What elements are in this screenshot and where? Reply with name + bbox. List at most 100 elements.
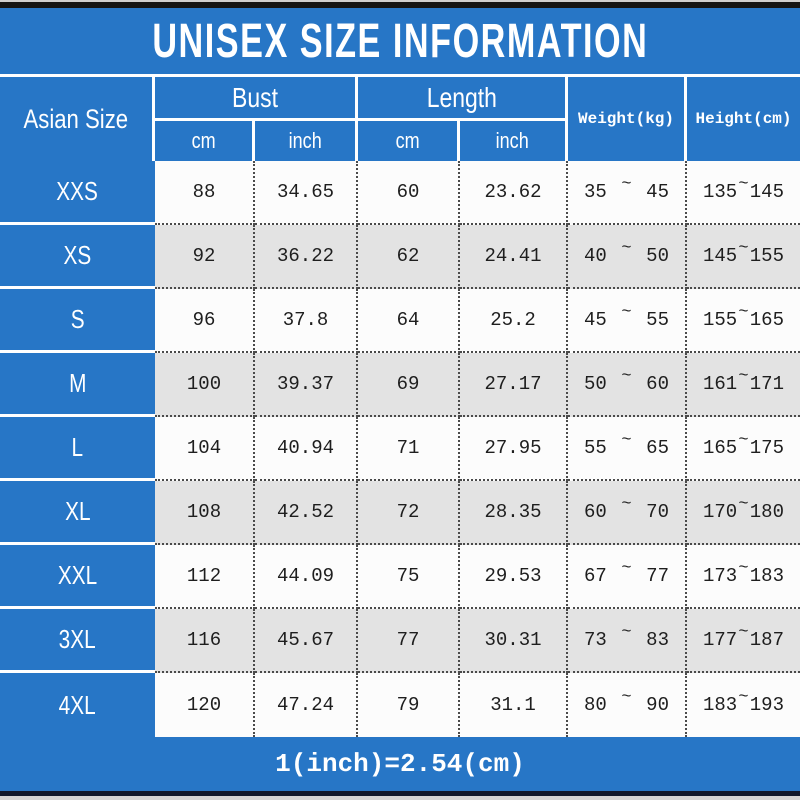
length-inch-cell: 23.62	[460, 161, 568, 225]
bust-inch-cell: 42.52	[255, 481, 358, 545]
bottom-black-bar	[0, 791, 800, 796]
size-label: M	[68, 368, 87, 398]
bust-inch-cell: 45.67	[255, 609, 358, 673]
header-height-label: Height(cm)	[695, 110, 792, 128]
weight-max: 60	[646, 373, 669, 395]
bust-inch-cell: 39.37	[255, 353, 358, 417]
size-label-cell: 4XL	[0, 673, 155, 737]
size-label: L	[71, 432, 84, 462]
weight-range-cell: 55 ~ 65	[568, 417, 687, 481]
tilde-symbol: ~	[621, 687, 632, 707]
size-table: Asian Size Bust Length Weight(kg) Height…	[0, 77, 800, 737]
weight-min: 55	[584, 437, 607, 459]
header-length-label: Length	[426, 81, 497, 113]
weight-max: 90	[646, 694, 669, 716]
size-label-cell: 3XL	[0, 609, 155, 673]
weight-max: 77	[646, 565, 669, 587]
top-black-bar	[0, 2, 800, 8]
tilde-symbol: ~	[621, 302, 632, 322]
height-range-cell: 161 ~ 171	[687, 353, 800, 417]
size-label: 4XL	[58, 689, 96, 720]
size-label-cell: L	[0, 417, 155, 481]
bust-inch-cell: 36.22	[255, 225, 358, 289]
weight-max: 83	[646, 629, 669, 651]
length-inch-cell: 24.41	[460, 225, 568, 289]
header-asian-size: Asian Size	[0, 77, 155, 161]
header-bust-label: Bust	[232, 81, 278, 113]
size-label-cell: XL	[0, 481, 155, 545]
height-range-cell: 155 ~ 165	[687, 289, 800, 353]
length-inch-cell: 30.31	[460, 609, 568, 673]
bust-cm-cell: 120	[155, 673, 255, 737]
bust-cm-cell: 108	[155, 481, 255, 545]
table-row: S 96 37.8 64 25.2 45 ~ 55 155 ~ 165	[0, 289, 800, 353]
bust-inch-cell: 34.65	[255, 161, 358, 225]
height-max: 183	[749, 565, 784, 587]
length-cm-cell: 60	[358, 161, 460, 225]
weight-max: 65	[646, 437, 669, 459]
table-row: XL 108 42.52 72 28.35 60 ~ 70 170 ~ 180	[0, 481, 800, 545]
bust-inch-cell: 40.94	[255, 417, 358, 481]
size-label-cell: XXL	[0, 545, 155, 609]
table-row: XXS 88 34.65 60 23.62 35 ~ 45 135 ~ 145	[0, 161, 800, 225]
weight-max: 45	[646, 181, 669, 203]
length-cm-cell: 77	[358, 609, 460, 673]
weight-range-cell: 80 ~ 90	[568, 673, 687, 737]
length-cm-cell: 71	[358, 417, 460, 481]
header-bust-inch-label: inch	[288, 128, 322, 153]
header-height: Height(cm)	[687, 77, 800, 161]
height-min: 170	[703, 501, 738, 523]
weight-min: 50	[584, 373, 607, 395]
weight-max: 70	[646, 501, 669, 523]
tilde-symbol: ~	[621, 366, 632, 386]
length-cm-cell: 72	[358, 481, 460, 545]
weight-min: 60	[584, 501, 607, 523]
length-cm-cell: 62	[358, 225, 460, 289]
height-max: 165	[749, 309, 784, 331]
header-length-cm-label: cm	[395, 128, 420, 153]
weight-range-cell: 50 ~ 60	[568, 353, 687, 417]
size-label-cell: S	[0, 289, 155, 353]
bust-cm-cell: 116	[155, 609, 255, 673]
table-header: Asian Size Bust Length Weight(kg) Height…	[0, 77, 800, 161]
weight-range-cell: 60 ~ 70	[568, 481, 687, 545]
tilde-symbol: ~	[738, 302, 749, 322]
height-range-cell: 173 ~ 183	[687, 545, 800, 609]
bust-cm-cell: 100	[155, 353, 255, 417]
top-edge-line	[0, 0, 800, 2]
length-inch-cell: 29.53	[460, 545, 568, 609]
table-row: 3XL 116 45.67 77 30.31 73 ~ 83 177 ~ 187	[0, 609, 800, 673]
length-cm-cell: 69	[358, 353, 460, 417]
weight-min: 80	[584, 694, 607, 716]
bust-inch-cell: 44.09	[255, 545, 358, 609]
weight-max: 50	[646, 245, 669, 267]
tilde-symbol: ~	[738, 366, 749, 386]
tilde-symbol: ~	[738, 174, 749, 194]
bust-cm-cell: 92	[155, 225, 255, 289]
weight-range-cell: 67 ~ 77	[568, 545, 687, 609]
size-label: XXS	[56, 176, 99, 206]
height-range-cell: 177 ~ 187	[687, 609, 800, 673]
size-label: XL	[64, 496, 91, 526]
weight-min: 40	[584, 245, 607, 267]
height-min: 155	[703, 309, 738, 331]
tilde-symbol: ~	[738, 238, 749, 258]
table-row: L 104 40.94 71 27.95 55 ~ 65 165 ~ 175	[0, 417, 800, 481]
tilde-symbol: ~	[621, 174, 632, 194]
header-asian-size-label: Asian Size	[23, 103, 129, 134]
title-banner: UNISEX SIZE INFORMATION	[0, 8, 800, 74]
height-range-cell: 145 ~ 155	[687, 225, 800, 289]
header-weight-label: Weight(kg)	[577, 110, 674, 128]
table-body: XXS 88 34.65 60 23.62 35 ~ 45 135 ~ 145 …	[0, 161, 800, 737]
title-divider	[0, 74, 800, 77]
weight-min: 35	[584, 181, 607, 203]
length-inch-cell: 27.95	[460, 417, 568, 481]
weight-range-cell: 73 ~ 83	[568, 609, 687, 673]
bust-cm-cell: 96	[155, 289, 255, 353]
header-bust-group: Bust	[155, 77, 358, 121]
weight-min: 73	[584, 629, 607, 651]
header-bust-cm: cm	[155, 121, 255, 161]
height-max: 155	[749, 245, 784, 267]
length-inch-cell: 28.35	[460, 481, 568, 545]
